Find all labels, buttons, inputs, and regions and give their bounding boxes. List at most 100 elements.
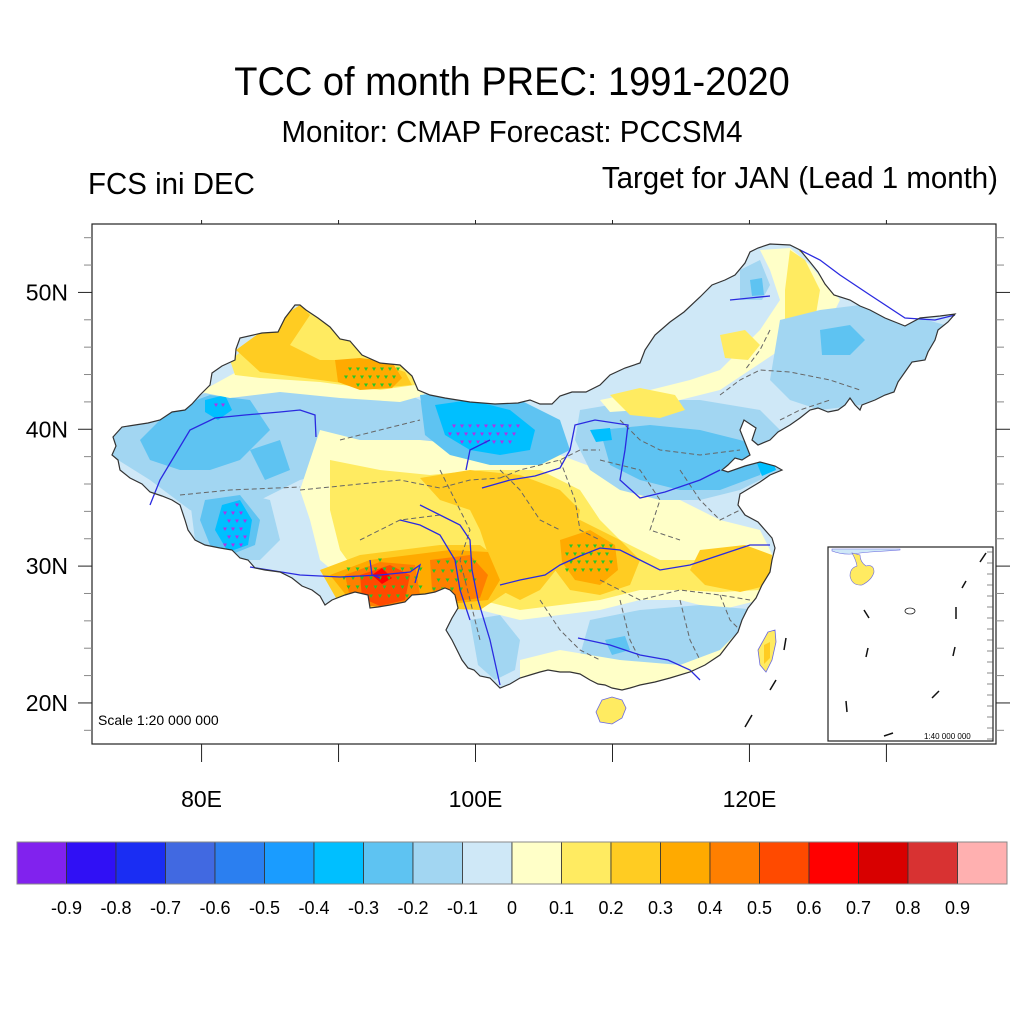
stipple-dot: [376, 375, 380, 379]
stipple-dot: [239, 543, 243, 547]
contour-region: [335, 358, 402, 390]
stipple-dot: [346, 567, 351, 571]
stipple-dot: [512, 432, 516, 436]
stipple-dot: [235, 535, 239, 539]
stipple-dot: [565, 552, 569, 556]
scale-label: Scale 1:20 000 000: [98, 712, 219, 728]
stipple-dot: [496, 432, 500, 436]
stipple-dot: [400, 585, 405, 589]
stipple-dot: [468, 440, 472, 444]
stipple-dot: [392, 375, 396, 379]
stipple-dot: [448, 432, 452, 436]
stipple-dot: [387, 576, 391, 580]
stipple-dot: [235, 503, 239, 507]
colorbar-label: 0.5: [747, 898, 772, 918]
stipple-dot: [346, 585, 351, 589]
colorbar-box: [16, 841, 67, 885]
stipple-dot: [214, 403, 218, 407]
stipple-dot: [468, 424, 472, 428]
south-china-sea-dashes: [744, 637, 787, 728]
colorbar-label: 0.6: [796, 898, 821, 918]
stipple-dot: [364, 367, 368, 371]
contour-region: [720, 330, 760, 360]
stipple-dot: [589, 568, 593, 572]
contour-region: [372, 568, 392, 584]
colorbar-box: [907, 841, 958, 885]
province-line: [499, 449, 600, 479]
stipple-dot: [445, 560, 450, 564]
stipple-dot: [372, 367, 376, 371]
stipple-dot: [605, 552, 609, 556]
stipple-dot: [609, 544, 613, 548]
right-string: Target for JAN (Lead 1 month): [601, 160, 998, 195]
stipple-dot: [391, 567, 396, 571]
colorbar-box: [462, 841, 513, 885]
stipple-dot: [227, 519, 231, 523]
stipple-dot: [221, 403, 225, 407]
stipple-dot: [476, 440, 480, 444]
colorbar-outline: [16, 841, 1008, 885]
stipple-dot: [504, 432, 508, 436]
stipple-dot: [405, 576, 409, 580]
colorbar: -0.9 -0.8 -0.7 -0.6 -0.5 -0.4 -0.3 -0.2 -0.1 0 0.1…: [16, 841, 1008, 918]
stipple-dot: [364, 383, 368, 387]
tarim-river: [149, 409, 317, 506]
stipple-dot: [231, 543, 235, 547]
stipple-dot: [459, 569, 463, 573]
contour-region: [610, 388, 685, 418]
colorbar-label: 0.9: [945, 898, 970, 918]
contour-region: [750, 278, 764, 296]
contour-region: [205, 395, 232, 420]
colorbar-box: [561, 841, 612, 885]
stipple-dot: [456, 432, 460, 436]
province-line: [179, 486, 301, 496]
stipple-dot: [352, 375, 356, 379]
colorbar-box: [511, 841, 562, 885]
colorbar-label: 0.2: [598, 898, 623, 918]
stipple-dot: [388, 367, 392, 371]
stipple-dot: [243, 519, 247, 523]
significance-stipples: [214, 367, 613, 598]
colorbar-label: 0.8: [895, 898, 920, 918]
taiwan-core: [764, 642, 770, 664]
stipple-dot: [382, 585, 387, 589]
stipple-dot: [223, 527, 227, 531]
stipple-dot: [436, 578, 441, 582]
colorbar-label: 0: [507, 898, 517, 918]
stipple-dot: [387, 594, 391, 598]
colorbar-box: [165, 841, 216, 885]
stipple-dot: [593, 560, 597, 564]
stipple-dot: [351, 576, 355, 580]
dash-segment: [769, 679, 777, 691]
stipple-dot: [605, 568, 609, 572]
stipple-dot: [609, 560, 613, 564]
stipple-dot: [577, 560, 581, 564]
province-line: [299, 477, 501, 491]
china-border: [111, 243, 957, 691]
colorbar-box: [808, 841, 859, 885]
colorbar-box: [610, 841, 661, 885]
stipple-dot: [601, 560, 605, 564]
stipple-dot: [400, 567, 405, 571]
stipple-dot: [463, 560, 468, 564]
inset-scale-label: 1:40 000 000: [924, 732, 971, 741]
stipple-dot: [432, 587, 436, 591]
colorbar-box: [858, 841, 909, 885]
stipple-dot: [454, 578, 459, 582]
province-line: [779, 399, 831, 421]
stipple-dot: [441, 569, 445, 573]
stipple-dot: [565, 568, 569, 572]
colorbar-label: -0.2: [397, 898, 428, 918]
province-line: [499, 469, 561, 531]
contour-region: [450, 410, 525, 450]
stipple-dot: [500, 424, 504, 428]
chart-title: TCC of month PREC: 1991-2020: [234, 60, 790, 104]
stipple-dot: [480, 432, 484, 436]
contour-region: [140, 395, 270, 470]
nu-river: [399, 519, 471, 621]
stipple-dot: [373, 585, 378, 589]
yellow-river: [481, 419, 721, 499]
province-line: [339, 419, 421, 441]
stipple-dot: [388, 383, 392, 387]
stipple-dot: [396, 367, 400, 371]
